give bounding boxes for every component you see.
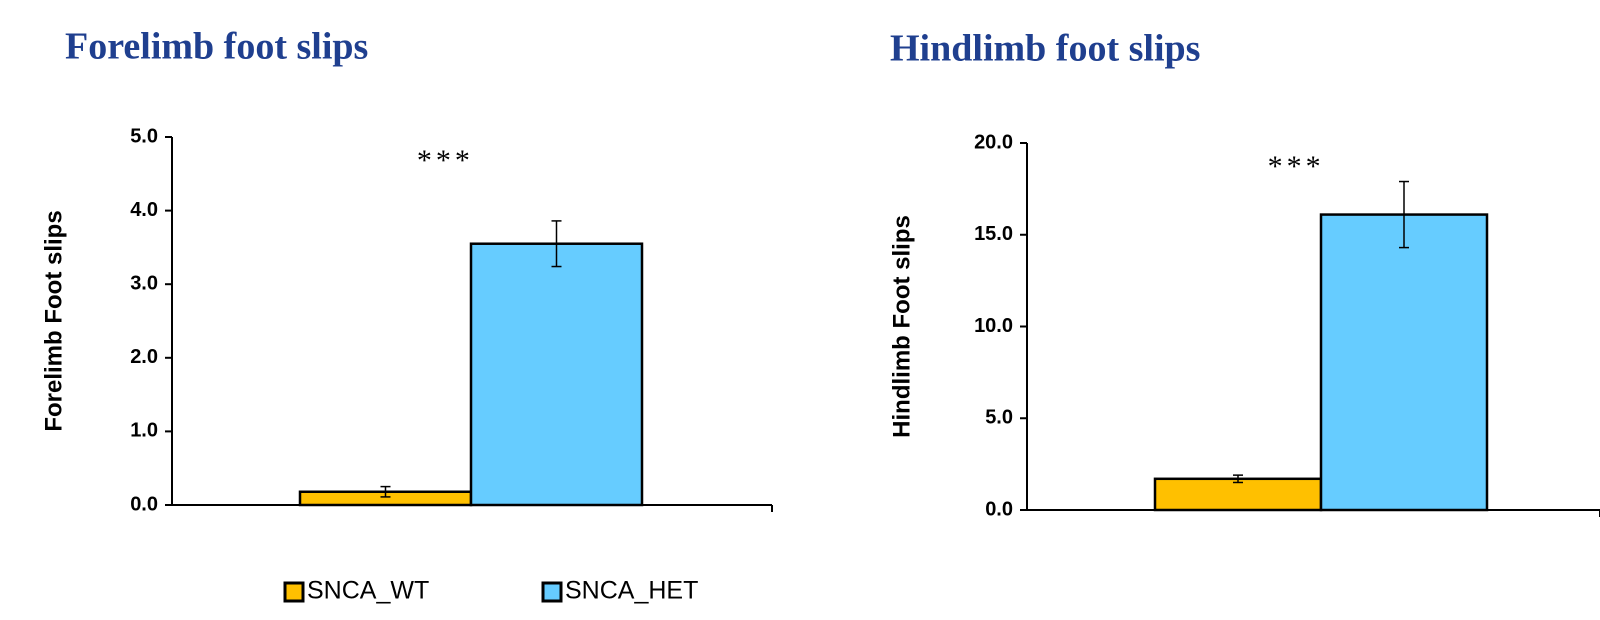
y-tick-label: 2.0 [130,346,158,368]
y-tick-label: 0.0 [130,493,158,515]
legend-swatch [541,581,563,603]
error-bar [551,220,562,268]
y-tick-label: 10.0 [974,315,1013,337]
chart-title: Forelimb foot slips [65,26,368,68]
bar [469,242,644,507]
bar [1319,213,1489,512]
legend-label: SNCA_HET [565,577,698,605]
y-tick-label: 15.0 [974,223,1013,245]
error-bar [380,485,391,498]
y-tick-label: 1.0 [130,420,158,442]
y-tick-label: 4.0 [130,199,158,221]
y-tick-label: 20.0 [974,131,1013,153]
y-tick-label: 5.0 [985,407,1013,429]
y-tick-label: 5.0 [130,125,158,147]
legend-swatch [283,581,305,603]
bar [1153,477,1323,512]
error-bar [1399,180,1409,249]
legend-label: SNCA_WT [307,577,429,605]
annotation: *** [417,144,474,177]
error-bar [1233,474,1243,484]
annotation: *** [1268,150,1325,183]
y-tick-label: 0.0 [985,498,1013,520]
y-axis-label: Hindlimb Foot slips [888,215,915,438]
chart-title: Hindlimb foot slips [890,28,1200,70]
y-axis-label: Forelimb Foot slips [40,210,67,431]
y-tick-label: 3.0 [130,272,158,294]
